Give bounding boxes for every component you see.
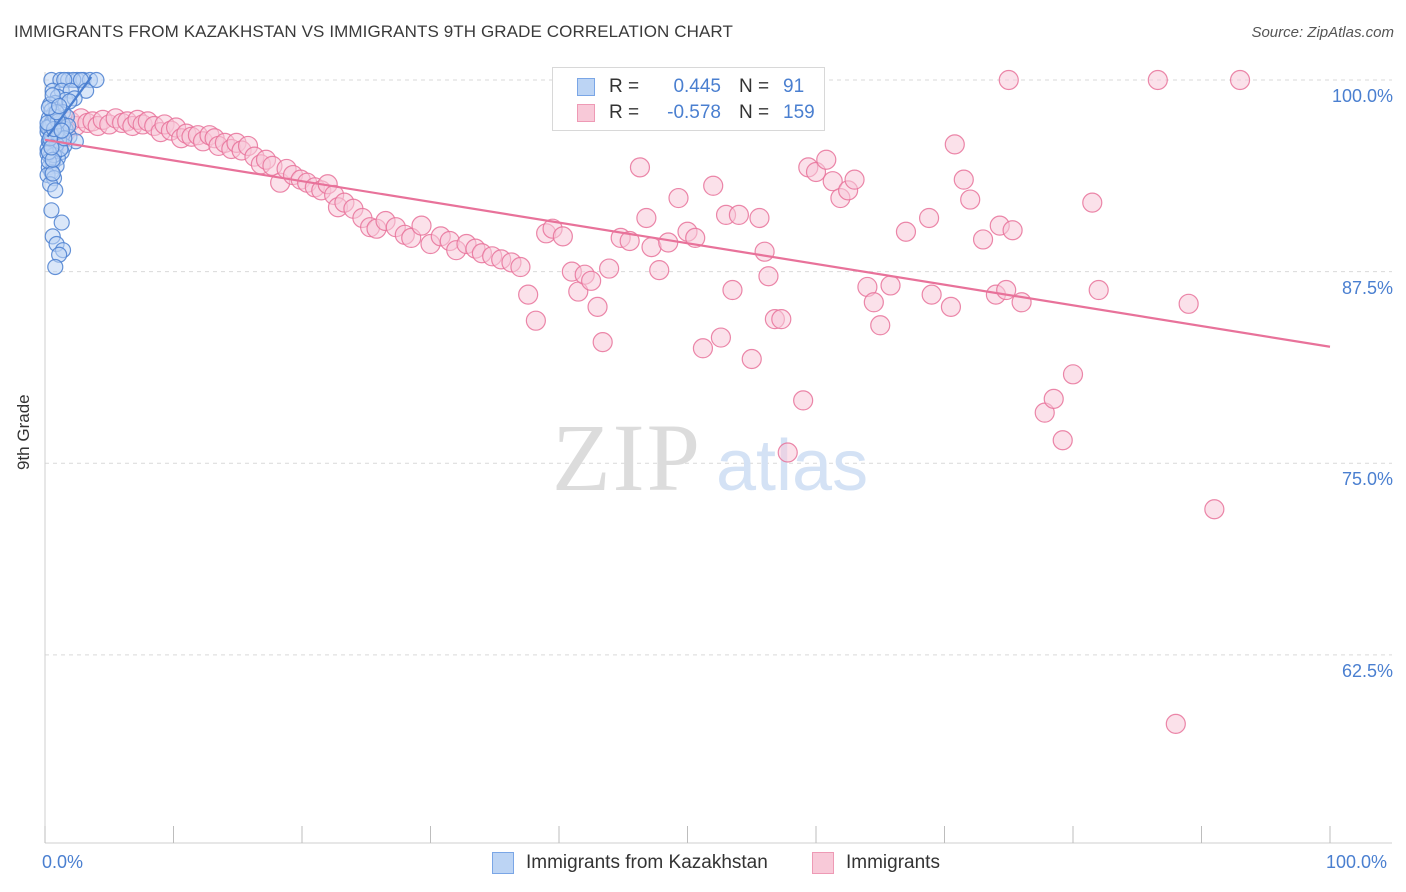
point-immigrants	[552, 226, 573, 247]
point-immigrants	[1088, 279, 1109, 301]
point-immigrants	[822, 171, 843, 192]
point-immigrants	[777, 442, 798, 463]
legend-label-kazakhstan: Immigrants from Kazakhstan	[526, 852, 768, 873]
point-immigrants	[668, 187, 689, 209]
watermark-atlas: atlas	[716, 426, 868, 506]
point-kazakhstan	[43, 202, 60, 219]
legend-item-kazakhstan: Immigrants from Kazakhstan	[492, 852, 768, 874]
series-legend: Immigrants from Kazakhstan Immigrants	[0, 852, 1406, 878]
point-immigrants	[722, 279, 743, 301]
point-immigrants	[629, 157, 651, 178]
point-immigrants	[1147, 69, 1168, 91]
point-immigrants	[510, 256, 531, 278]
point-immigrants	[895, 221, 917, 242]
x-tick-label-max: 100.0%	[1326, 852, 1388, 872]
point-immigrants	[754, 241, 775, 262]
y-tick-label: 100.0%	[1331, 86, 1393, 106]
legend-swatch-kazakhstan	[577, 78, 595, 96]
legend-swatch-immigrants	[577, 104, 595, 122]
point-immigrants	[641, 236, 662, 258]
point-immigrants	[793, 390, 814, 411]
correlation-legend: R = 0.445 N = 91 R = -0.578 N = 159	[552, 67, 825, 131]
point-kazakhstan	[47, 182, 64, 199]
point-immigrants	[870, 315, 891, 336]
point-immigrants	[1043, 388, 1064, 409]
r-value: -0.578	[667, 102, 721, 123]
trend-line-immigrants	[44, 138, 1331, 348]
point-immigrants	[960, 189, 981, 210]
point-kazakhstan	[53, 122, 70, 139]
axes	[44, 72, 1392, 844]
y-tick-label: 87.5%	[1341, 277, 1393, 298]
point-immigrants	[581, 270, 602, 291]
gridlines	[45, 79, 1392, 656]
point-immigrants	[411, 215, 432, 236]
point-immigrants	[972, 229, 994, 250]
legend-row-kazakhstan: R = 0.445 N = 91	[577, 75, 823, 99]
point-immigrants	[1229, 69, 1251, 91]
legend-row-immigrants: R = -0.578 N = 159	[577, 101, 823, 125]
point-immigrants	[710, 327, 732, 348]
point-immigrants	[658, 232, 679, 253]
watermark-zip: ZIP	[552, 404, 702, 511]
point-kazakhstan	[47, 258, 64, 276]
chart-title: IMMIGRANTS FROM KAZAKHSTAN VS IMMIGRANTS…	[14, 22, 733, 41]
point-immigrants	[692, 338, 714, 359]
point-immigrants	[1165, 713, 1186, 734]
series-kazakhstan	[39, 71, 105, 276]
y-tick-label: 75.0%	[1341, 469, 1393, 490]
point-immigrants	[944, 134, 965, 155]
y-tick-label: 62.5%	[1341, 660, 1393, 681]
point-immigrants	[1082, 192, 1103, 213]
point-immigrants	[728, 204, 750, 226]
legend-label-immigrants: Immigrants	[846, 852, 940, 873]
r-label: R =	[609, 102, 640, 123]
point-immigrants	[741, 348, 762, 370]
point-immigrants	[816, 149, 837, 170]
r-label: R =	[609, 76, 640, 97]
n-label: N =	[739, 76, 770, 97]
point-kazakhstan	[53, 214, 70, 231]
point-immigrants	[953, 169, 974, 190]
point-immigrants	[518, 284, 539, 305]
n-value: 91	[783, 76, 805, 97]
point-kazakhstan	[51, 97, 68, 115]
point-immigrants	[758, 266, 779, 287]
point-immigrants	[599, 258, 620, 279]
point-immigrants	[863, 292, 884, 313]
point-immigrants	[1062, 364, 1084, 385]
watermark: ZIP atlas	[552, 404, 868, 511]
point-immigrants	[1002, 220, 1023, 241]
point-immigrants	[703, 175, 724, 196]
point-immigrants	[619, 230, 640, 252]
point-immigrants	[1052, 430, 1073, 451]
point-kazakhstan	[44, 165, 61, 182]
n-value: 159	[783, 102, 815, 123]
legend-swatch-immigrants	[812, 852, 834, 874]
n-label: N =	[739, 102, 770, 123]
point-immigrants	[636, 207, 657, 229]
trend-line-kazakhstan	[46, 76, 93, 138]
trend-lines	[44, 76, 1331, 348]
point-immigrants	[1204, 499, 1225, 520]
point-immigrants	[1178, 293, 1199, 314]
point-immigrants	[525, 310, 546, 331]
point-immigrants	[649, 259, 670, 281]
point-immigrants	[940, 296, 962, 317]
point-immigrants	[921, 284, 942, 305]
source-label: Source: ZipAtlas.com	[1251, 24, 1394, 41]
point-immigrants	[771, 309, 792, 330]
point-immigrants	[749, 207, 770, 229]
point-immigrants	[592, 332, 613, 353]
point-immigrants	[998, 69, 1019, 91]
legend-item-immigrants: Immigrants	[812, 852, 940, 874]
point-immigrants	[880, 275, 901, 296]
legend-swatch-kazakhstan	[492, 852, 514, 874]
r-value: 0.445	[673, 76, 721, 97]
x-tick-label-min: 0.0%	[42, 852, 84, 872]
point-immigrants	[918, 207, 940, 229]
point-immigrants	[587, 296, 608, 317]
point-immigrants	[844, 169, 865, 190]
